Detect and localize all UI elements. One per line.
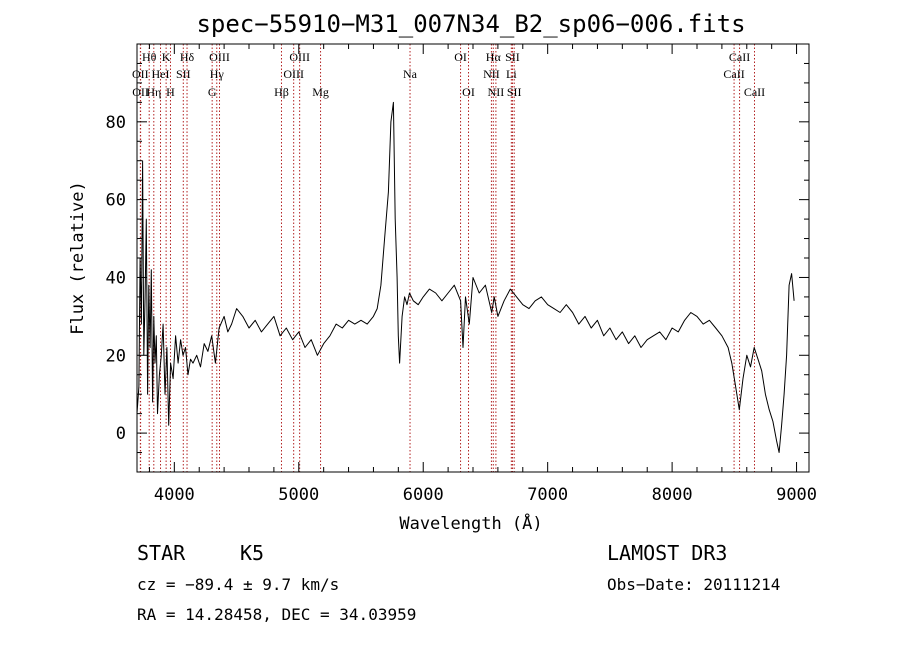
spectral-line-label: OIII (209, 50, 230, 64)
spectral-line-label: CaII (729, 50, 750, 64)
x-tick-label: 4000 (154, 485, 195, 505)
spectral-line-label: OII (132, 67, 149, 81)
spectral-line-label: SII (507, 85, 522, 99)
x-axis-label: Wavelength (Å) (399, 512, 542, 534)
spectral-line-label: Hδ (180, 50, 195, 64)
obs-date: Obs−Date: 20111214 (607, 575, 780, 594)
x-tick-label: 9000 (776, 485, 817, 505)
coordinates: RA = 14.28458, DEC = 34.03959 (137, 605, 416, 624)
x-tick-label: 5000 (278, 485, 319, 505)
spectral-line-label: Hβ (274, 85, 289, 99)
spectral-line-label: OI (462, 85, 475, 99)
spectral-line-label: H (166, 85, 175, 99)
spectral-line-label: Hγ (210, 67, 225, 81)
spectrum-line (136, 101, 795, 453)
spectral-line-label: Li (506, 67, 517, 81)
y-tick-label: 60 (106, 191, 126, 211)
spectral-line-label: NII (483, 67, 500, 81)
spectral-line-label: Hθ (142, 50, 157, 64)
y-tick-label: 20 (106, 346, 126, 366)
spectral-line-label: OIII (289, 50, 310, 64)
spectral-line-label: NII (488, 85, 505, 99)
spectral-line-label: SII (176, 67, 191, 81)
spectral-line-label: Hη (146, 85, 161, 99)
y-tick-label: 80 (106, 113, 126, 133)
spectral-line-label: OII (132, 85, 149, 99)
spectral-line-label: Hα (486, 50, 502, 64)
spectral-line-label: Mg (312, 85, 329, 99)
spectral-line-label: G (208, 85, 217, 99)
spectral-line-label: OIII (283, 67, 304, 81)
y-tick-label: 0 (116, 424, 126, 444)
spectral-line-label: CaII (744, 85, 765, 99)
y-axis-ticks: 0 20 40 60 80 (106, 43, 809, 473)
spectral-line-label: K (162, 50, 171, 64)
y-tick-label: 40 (106, 268, 126, 288)
chart-title: spec−55910−M31_007N34_B2_sp06−006.fits (196, 10, 745, 38)
y-axis-label: Flux (relative) (68, 181, 88, 335)
object-type: STAR (137, 541, 186, 565)
spectral-line-label: Na (403, 67, 418, 81)
spectral-line-label: HeI (152, 67, 170, 81)
survey-name: LAMOST DR3 (607, 541, 727, 565)
plot-frame (136, 43, 810, 473)
spectral-line-label: CaII (723, 67, 744, 81)
spectral-subclass: K5 (240, 541, 264, 565)
x-tick-label: 8000 (652, 485, 693, 505)
x-axis-ticks: 4000 5000 6000 7000 8000 9000 (148, 44, 817, 505)
x-tick-label: 7000 (527, 485, 568, 505)
x-tick-label: 6000 (403, 485, 444, 505)
spectral-line-label: SII (505, 50, 520, 64)
redshift-text: cz = −89.4 ± 9.7 km/s (137, 575, 339, 594)
spectral-line-label: OI (454, 50, 467, 64)
spectrum-layer (136, 101, 795, 453)
spectral-line-markers (139, 44, 755, 472)
